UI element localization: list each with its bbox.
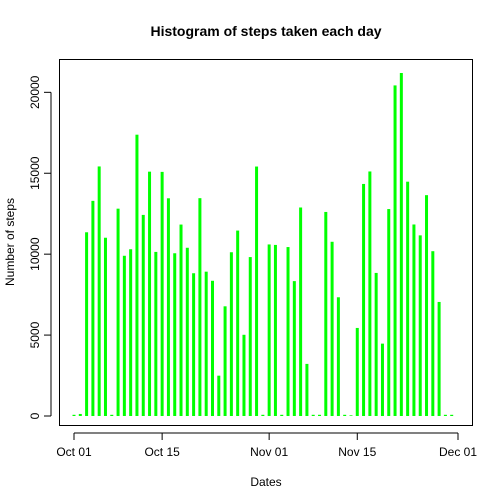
bar-2012-10-14: [154, 251, 158, 416]
y-tick-label: 20000: [28, 75, 42, 109]
bar-2012-10-21: [198, 198, 202, 416]
bar-2012-10-15: [160, 171, 164, 416]
bars-group: [72, 73, 454, 416]
bar-2012-11-19: [380, 343, 384, 416]
bar-2012-10-29: [248, 257, 252, 416]
bar-2012-11-20: [387, 209, 391, 416]
bar-2012-10-27: [236, 230, 240, 416]
bar-2012-11-16: [362, 183, 366, 416]
bar-2012-11-12: [336, 297, 340, 416]
bar-2012-11-25: [418, 235, 422, 416]
bar-2012-11-01: [267, 244, 271, 416]
bar-2012-11-17: [368, 171, 372, 416]
bar-2012-10-07: [110, 414, 114, 416]
bar-2012-11-02: [273, 244, 277, 416]
bar-2012-10-16: [166, 198, 170, 416]
bar-2012-10-02: [78, 413, 82, 416]
x-tick-label: Oct 15: [144, 445, 180, 459]
bar-2012-10-19: [185, 247, 189, 416]
x-tick-label: Nov 01: [250, 445, 288, 459]
bar-2012-11-23: [406, 181, 410, 416]
bar-2012-10-25: [223, 306, 227, 416]
bar-2012-11-22: [399, 73, 403, 416]
bar-2012-11-08: [311, 414, 315, 416]
y-tick-label: 10000: [28, 237, 42, 271]
bar-2012-10-10: [129, 249, 133, 416]
bar-2012-10-11: [135, 134, 139, 416]
bar-2012-10-26: [229, 252, 233, 416]
bar-2012-11-05: [292, 281, 296, 416]
bar-2012-11-10: [324, 211, 328, 416]
x-tick-label: Dec 01: [439, 445, 477, 459]
bar-2012-10-01: [72, 414, 76, 416]
y-tick-label: 0: [28, 412, 42, 419]
bar-2012-10-23: [210, 280, 214, 416]
bar-2012-11-30: [450, 414, 454, 416]
bar-2012-11-03: [280, 414, 284, 416]
bar-2012-10-06: [103, 237, 107, 416]
bar-2012-11-09: [318, 414, 322, 416]
bar-2012-11-18: [374, 272, 378, 416]
bar-2012-11-27: [431, 251, 435, 416]
y-axis: 0 5000 10000 15000 20000: [28, 75, 52, 419]
bar-2012-10-18: [179, 224, 183, 416]
bar-2012-11-11: [330, 241, 334, 416]
bar-2012-10-17: [173, 253, 177, 416]
bar-2012-10-04: [91, 200, 95, 416]
bar-2012-11-13: [343, 414, 347, 416]
bar-2012-10-09: [122, 255, 126, 416]
bar-2012-10-05: [97, 166, 101, 416]
chart-title: Histogram of steps taken each day: [150, 23, 381, 39]
bar-2012-10-12: [141, 214, 145, 416]
bar-2012-10-24: [217, 375, 221, 416]
bar-2012-10-22: [204, 271, 208, 416]
bar-2012-11-26: [425, 195, 429, 416]
plot-area-border: [59, 59, 473, 426]
bar-2012-10-31: [261, 414, 265, 416]
x-tick-label: Oct 01: [56, 445, 92, 459]
bar-2012-10-28: [242, 334, 246, 416]
bar-2012-11-14: [349, 415, 353, 416]
y-tick-label: 15000: [28, 156, 42, 190]
bar-2012-10-30: [255, 166, 259, 416]
bar-2012-11-07: [305, 363, 309, 416]
x-tick-label: Nov 15: [338, 445, 376, 459]
bar-2012-10-08: [116, 208, 120, 416]
bar-2012-11-28: [437, 301, 441, 416]
bar-2012-11-04: [286, 247, 290, 416]
x-axis-label: Dates: [250, 475, 281, 489]
y-axis-label: Number of steps: [3, 198, 17, 286]
x-axis: Oct 01 Oct 15 Nov 01 Nov 15 Dec 01: [56, 432, 477, 459]
bar-2012-11-24: [412, 224, 416, 416]
bar-2012-11-15: [355, 327, 359, 416]
bar-2012-11-29: [443, 414, 447, 416]
bar-2012-10-03: [85, 232, 89, 416]
y-tick-label: 5000: [28, 321, 42, 348]
bar-2012-10-20: [192, 273, 196, 416]
bar-2012-11-21: [393, 85, 397, 416]
bar-2012-11-06: [299, 207, 303, 416]
bar-2012-10-13: [148, 171, 152, 416]
